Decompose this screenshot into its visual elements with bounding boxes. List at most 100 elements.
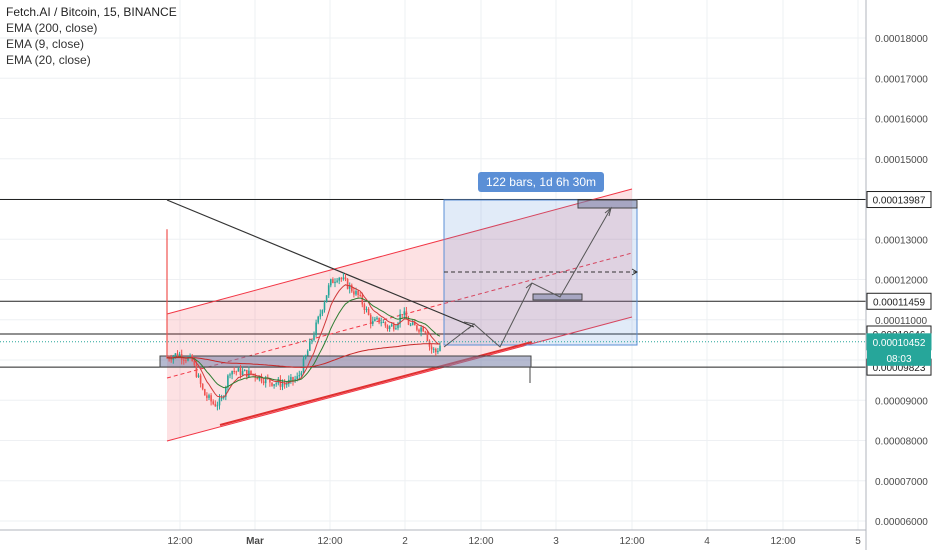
candle-body [369, 314, 372, 324]
candle-body [246, 369, 248, 377]
ema-lines [166, 284, 441, 398]
channel-upper-line [166, 188, 633, 315]
candle-body [437, 350, 439, 353]
candle-body [292, 377, 294, 381]
candle-body [405, 311, 408, 319]
candle-body [212, 401, 214, 404]
candle-body [311, 339, 313, 341]
price-labels: 0.000139870.000114590.000106460.00010452… [866, 191, 932, 376]
candle-body [430, 346, 433, 350]
candle-body [260, 375, 263, 382]
candle-body [227, 375, 229, 388]
candle-body [416, 325, 418, 330]
candle-body [319, 313, 322, 317]
candle-body [237, 368, 240, 372]
symbol-title[interactable]: Fetch.AI / Bitcoin, 15, BINANCE [6, 5, 177, 19]
descending-trendline [166, 199, 475, 328]
x-tick-label: 12:00 [468, 536, 493, 547]
candle-body [218, 398, 221, 406]
candle-body [382, 322, 385, 324]
x-tick-label: 12:00 [770, 536, 795, 547]
measure-label: 122 bars, 1d 6h 30m [478, 172, 604, 192]
price-label: 0.00010452 [873, 338, 926, 349]
candle-body [306, 350, 309, 356]
ema-200-label[interactable]: EMA (200, close) [6, 21, 98, 35]
candle-body [294, 378, 296, 381]
candle-body [384, 322, 387, 326]
y-tick-label: 0.00016000 [875, 115, 928, 126]
candle-body [254, 374, 256, 378]
candle-body [197, 375, 200, 377]
candle-body [304, 355, 307, 359]
candle-body [239, 368, 242, 376]
candle-body [403, 311, 406, 315]
ema-200-line [167, 343, 440, 368]
candle-body [313, 335, 315, 340]
candle-body [279, 379, 282, 387]
price-label: 0.00011459 [873, 297, 926, 308]
candle-body [300, 372, 303, 376]
measure-box [443, 199, 638, 346]
candle-body [357, 291, 359, 296]
price-label: 0.00009823 [873, 363, 926, 374]
target-rect-mid [532, 293, 583, 301]
x-tick-label: 4 [704, 536, 710, 547]
candle-body [435, 348, 437, 353]
drawings[interactable] [0, 188, 866, 442]
candle-body [367, 308, 370, 315]
y-tick-label: 0.00017000 [875, 74, 928, 85]
candle-body [420, 327, 422, 332]
candle-body [214, 403, 217, 407]
candle-body [281, 383, 284, 387]
price-label: 0.00013987 [873, 196, 926, 207]
x-tick-label: 3 [553, 536, 559, 547]
y-tick-label: 0.00009000 [875, 396, 928, 407]
candles [166, 229, 441, 411]
candle-body [176, 353, 179, 357]
candle-body [264, 377, 267, 384]
candle-body [393, 324, 395, 330]
candle-body [325, 295, 328, 303]
candle-body [241, 371, 244, 376]
candle-body [376, 317, 378, 320]
candle-body [351, 285, 353, 292]
candle-body [250, 370, 252, 374]
y-tick-label: 0.00008000 [875, 437, 928, 448]
candle-body [275, 383, 277, 385]
ema-9-line [166, 284, 441, 398]
countdown-bg [867, 349, 931, 366]
ema-9-label[interactable]: EMA (9, close) [6, 37, 85, 51]
candle-body [174, 353, 177, 357]
candle-body [386, 325, 389, 329]
candle-body [380, 322, 382, 324]
candle-body [432, 348, 435, 350]
candle-body [204, 389, 206, 396]
candle-body [199, 375, 202, 384]
candle-body [315, 322, 317, 336]
candle-body [327, 285, 330, 296]
candle-body [189, 355, 191, 358]
candle-body [422, 327, 424, 332]
x-tick-label: 5 [855, 536, 861, 547]
candle-body [336, 280, 338, 282]
candle-body [388, 326, 391, 329]
overlays[interactable]: 122 bars, 1d 6h 30m [0, 172, 866, 343]
y-tick-label: 0.00018000 [875, 34, 928, 45]
candle-body [332, 279, 334, 284]
measure-label-bg [478, 172, 604, 192]
candle-body [407, 318, 410, 325]
price-label-bg [866, 292, 932, 310]
candle-body [201, 383, 204, 390]
x-tick-label: 2 [402, 536, 408, 547]
ema-20-label[interactable]: EMA (20, close) [6, 53, 91, 67]
candle-body [206, 395, 208, 398]
candle-body [401, 314, 403, 316]
candle-body [256, 377, 259, 380]
candle-body [229, 374, 231, 376]
candle-body [397, 323, 399, 329]
candle-body [321, 310, 324, 314]
candle-body [323, 302, 326, 311]
measure-arrow-icon [631, 268, 638, 276]
